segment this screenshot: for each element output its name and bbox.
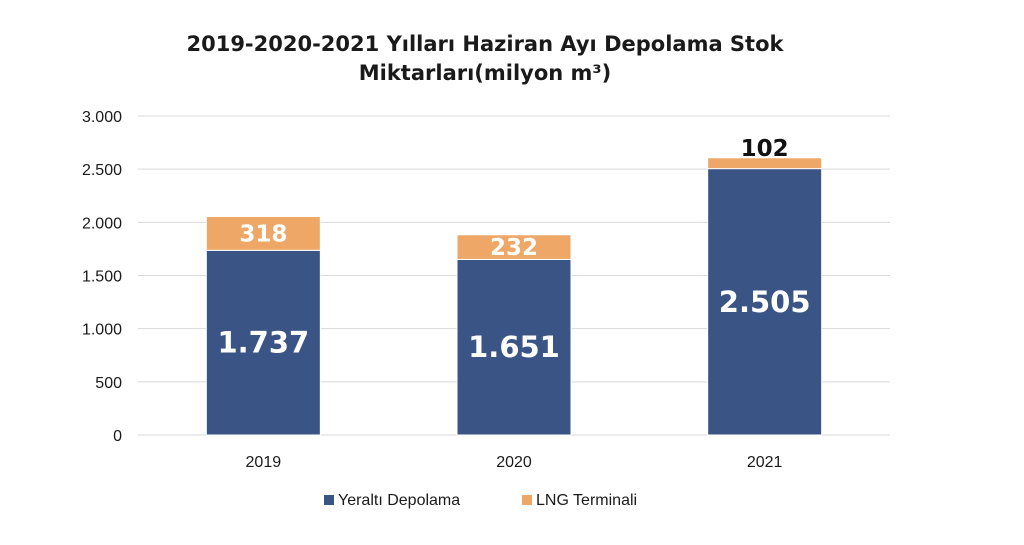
bar-yeralt-depolama-2019 [205, 249, 321, 436]
y-tick-label-6: 3.000 [82, 109, 122, 126]
data-label-2020-1: 232 [490, 235, 538, 261]
legend-swatch-1 [522, 495, 532, 505]
y-axis-ticks: 0 500 1.000 1.500 2.000 2.500 3.000 [82, 109, 122, 445]
bar-lng-terminali-2019 [205, 215, 321, 251]
data-label-2019-1: 318 [239, 221, 287, 247]
legend-label-1: LNG Terminali [536, 492, 637, 509]
legend: Yeraltı Depolama LNG Terminali [324, 492, 637, 509]
bar-lng-terminali-2020 [456, 234, 572, 260]
legend-label-0: Yeraltı Depolama [338, 492, 460, 509]
x-tick-label-2019: 2019 [246, 454, 282, 471]
chart-title: 2019-2020-2021 Yılları Haziran Ayı Depol… [160, 30, 810, 88]
y-tick-label-4: 2.000 [82, 215, 122, 232]
chart-title-line-2: Miktarları(milyon m³) [358, 61, 612, 85]
bar-yeralt-depolama-2021 [707, 168, 823, 436]
bar-lng-terminali-2021 [707, 157, 823, 170]
data-label-2021-1: 102 [741, 136, 789, 162]
x-axis-ticks: 2019 2020 2021 [246, 454, 783, 471]
data-label-2021-0: 2.505 [719, 285, 811, 319]
data-label-2019-0: 1.737 [217, 326, 309, 360]
legend-swatch-0 [324, 495, 334, 505]
chart-title-line-1: 2019-2020-2021 Yılları Haziran Ayı Depol… [186, 32, 784, 56]
y-tick-label-2: 1.000 [82, 322, 122, 339]
x-tick-label-2021: 2021 [747, 454, 783, 471]
bar-yeralt-depolama-2020 [456, 258, 572, 436]
y-tick-label-3: 1.500 [82, 269, 122, 286]
data-label-2020-0: 1.651 [468, 330, 560, 364]
y-tick-label-0: 0 [113, 428, 122, 445]
y-tick-label-5: 2.500 [82, 162, 122, 179]
y-tick-label-1: 500 [95, 375, 122, 392]
x-tick-label-2020: 2020 [496, 454, 532, 471]
bars: 1.737 318 1.651 232 2.505 102 [205, 136, 823, 436]
